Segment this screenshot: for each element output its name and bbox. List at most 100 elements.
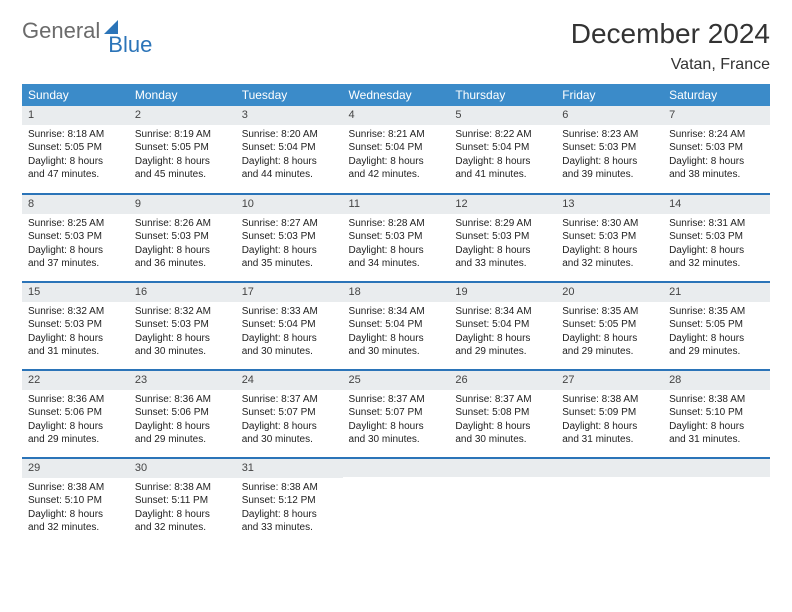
day-sunrise-line: Sunrise: 8:19 AM	[135, 128, 230, 142]
calendar-day-cell: 1Sunrise: 8:18 AMSunset: 5:05 PMDaylight…	[22, 106, 129, 194]
day-day1-line: Daylight: 8 hours	[242, 244, 337, 258]
day-body: Sunrise: 8:35 AMSunset: 5:05 PMDaylight:…	[556, 302, 663, 365]
day-day1-line: Daylight: 8 hours	[455, 244, 550, 258]
calendar-day-cell: 26Sunrise: 8:37 AMSunset: 5:08 PMDayligh…	[449, 370, 556, 458]
day-day1-line: Daylight: 8 hours	[669, 244, 764, 258]
day-sunrise-line: Sunrise: 8:37 AM	[242, 393, 337, 407]
calendar-day-cell: 24Sunrise: 8:37 AMSunset: 5:07 PMDayligh…	[236, 370, 343, 458]
day-day2-line: and 33 minutes.	[242, 521, 337, 535]
day-number: 21	[663, 283, 770, 302]
day-day1-line: Daylight: 8 hours	[28, 244, 123, 258]
day-body: Sunrise: 8:30 AMSunset: 5:03 PMDaylight:…	[556, 214, 663, 277]
month-title: December 2024	[571, 18, 770, 50]
day-number: 7	[663, 106, 770, 125]
calendar-header-row: Sunday Monday Tuesday Wednesday Thursday…	[22, 84, 770, 106]
page-header: General Blue December 2024 Vatan, France	[22, 18, 770, 74]
calendar-day-cell: 14Sunrise: 8:31 AMSunset: 5:03 PMDayligh…	[663, 194, 770, 282]
logo: General Blue	[22, 18, 152, 44]
day-sunrise-line: Sunrise: 8:31 AM	[669, 217, 764, 231]
day-day2-line: and 31 minutes.	[28, 345, 123, 359]
day-sunset-line: Sunset: 5:04 PM	[242, 141, 337, 155]
day-sunset-line: Sunset: 5:03 PM	[562, 141, 657, 155]
day-sunrise-line: Sunrise: 8:21 AM	[349, 128, 444, 142]
day-body: Sunrise: 8:36 AMSunset: 5:06 PMDaylight:…	[22, 390, 129, 453]
day-day2-line: and 32 minutes.	[135, 521, 230, 535]
day-sunrise-line: Sunrise: 8:25 AM	[28, 217, 123, 231]
calendar-day-cell: 10Sunrise: 8:27 AMSunset: 5:03 PMDayligh…	[236, 194, 343, 282]
day-number	[556, 459, 663, 477]
day-number: 9	[129, 195, 236, 214]
calendar-day-cell: 5Sunrise: 8:22 AMSunset: 5:04 PMDaylight…	[449, 106, 556, 194]
day-day2-line: and 35 minutes.	[242, 257, 337, 271]
day-day1-line: Daylight: 8 hours	[135, 508, 230, 522]
day-day2-line: and 42 minutes.	[349, 168, 444, 182]
day-day2-line: and 37 minutes.	[28, 257, 123, 271]
day-day2-line: and 30 minutes.	[242, 433, 337, 447]
day-sunset-line: Sunset: 5:03 PM	[349, 230, 444, 244]
day-sunset-line: Sunset: 5:08 PM	[455, 406, 550, 420]
day-sunrise-line: Sunrise: 8:38 AM	[135, 481, 230, 495]
day-body: Sunrise: 8:34 AMSunset: 5:04 PMDaylight:…	[343, 302, 450, 365]
day-number	[343, 459, 450, 477]
day-number: 24	[236, 371, 343, 390]
day-sunset-line: Sunset: 5:03 PM	[28, 318, 123, 332]
day-body: Sunrise: 8:22 AMSunset: 5:04 PMDaylight:…	[449, 125, 556, 188]
day-day1-line: Daylight: 8 hours	[349, 155, 444, 169]
day-number: 27	[556, 371, 663, 390]
day-body: Sunrise: 8:27 AMSunset: 5:03 PMDaylight:…	[236, 214, 343, 277]
day-sunrise-line: Sunrise: 8:38 AM	[669, 393, 764, 407]
day-day1-line: Daylight: 8 hours	[562, 332, 657, 346]
day-day1-line: Daylight: 8 hours	[28, 332, 123, 346]
day-body: Sunrise: 8:24 AMSunset: 5:03 PMDaylight:…	[663, 125, 770, 188]
day-day2-line: and 41 minutes.	[455, 168, 550, 182]
day-sunset-line: Sunset: 5:03 PM	[135, 230, 230, 244]
day-day1-line: Daylight: 8 hours	[669, 420, 764, 434]
day-day2-line: and 34 minutes.	[349, 257, 444, 271]
calendar-day-cell: 28Sunrise: 8:38 AMSunset: 5:10 PMDayligh…	[663, 370, 770, 458]
logo-text-part1: General	[22, 18, 100, 44]
day-day1-line: Daylight: 8 hours	[28, 420, 123, 434]
day-sunrise-line: Sunrise: 8:37 AM	[349, 393, 444, 407]
day-sunset-line: Sunset: 5:03 PM	[669, 230, 764, 244]
day-number: 2	[129, 106, 236, 125]
day-number: 18	[343, 283, 450, 302]
day-number: 26	[449, 371, 556, 390]
day-sunset-line: Sunset: 5:12 PM	[242, 494, 337, 508]
calendar-day-cell: 2Sunrise: 8:19 AMSunset: 5:05 PMDaylight…	[129, 106, 236, 194]
day-day2-line: and 29 minutes.	[135, 433, 230, 447]
calendar-day-cell: 22Sunrise: 8:36 AMSunset: 5:06 PMDayligh…	[22, 370, 129, 458]
calendar-week-row: 29Sunrise: 8:38 AMSunset: 5:10 PMDayligh…	[22, 458, 770, 546]
day-day2-line: and 30 minutes.	[349, 433, 444, 447]
calendar-day-cell: 12Sunrise: 8:29 AMSunset: 5:03 PMDayligh…	[449, 194, 556, 282]
calendar-table: Sunday Monday Tuesday Wednesday Thursday…	[22, 84, 770, 546]
calendar-day-cell	[556, 458, 663, 546]
calendar-day-cell: 17Sunrise: 8:33 AMSunset: 5:04 PMDayligh…	[236, 282, 343, 370]
calendar-day-cell: 20Sunrise: 8:35 AMSunset: 5:05 PMDayligh…	[556, 282, 663, 370]
day-number: 16	[129, 283, 236, 302]
day-day1-line: Daylight: 8 hours	[669, 155, 764, 169]
day-body: Sunrise: 8:38 AMSunset: 5:12 PMDaylight:…	[236, 478, 343, 541]
calendar-day-cell: 16Sunrise: 8:32 AMSunset: 5:03 PMDayligh…	[129, 282, 236, 370]
day-body: Sunrise: 8:23 AMSunset: 5:03 PMDaylight:…	[556, 125, 663, 188]
day-number: 15	[22, 283, 129, 302]
day-day1-line: Daylight: 8 hours	[242, 420, 337, 434]
day-day2-line: and 31 minutes.	[669, 433, 764, 447]
calendar-day-cell: 3Sunrise: 8:20 AMSunset: 5:04 PMDaylight…	[236, 106, 343, 194]
calendar-week-row: 15Sunrise: 8:32 AMSunset: 5:03 PMDayligh…	[22, 282, 770, 370]
day-day1-line: Daylight: 8 hours	[135, 155, 230, 169]
day-number: 22	[22, 371, 129, 390]
calendar-day-cell: 19Sunrise: 8:34 AMSunset: 5:04 PMDayligh…	[449, 282, 556, 370]
day-sunset-line: Sunset: 5:03 PM	[28, 230, 123, 244]
calendar-day-cell: 31Sunrise: 8:38 AMSunset: 5:12 PMDayligh…	[236, 458, 343, 546]
day-sunrise-line: Sunrise: 8:18 AM	[28, 128, 123, 142]
day-sunrise-line: Sunrise: 8:30 AM	[562, 217, 657, 231]
day-day2-line: and 45 minutes.	[135, 168, 230, 182]
day-number: 1	[22, 106, 129, 125]
day-sunset-line: Sunset: 5:07 PM	[349, 406, 444, 420]
day-sunrise-line: Sunrise: 8:37 AM	[455, 393, 550, 407]
day-day2-line: and 31 minutes.	[562, 433, 657, 447]
col-header: Sunday	[22, 84, 129, 106]
day-body: Sunrise: 8:33 AMSunset: 5:04 PMDaylight:…	[236, 302, 343, 365]
day-sunrise-line: Sunrise: 8:20 AM	[242, 128, 337, 142]
calendar-day-cell: 8Sunrise: 8:25 AMSunset: 5:03 PMDaylight…	[22, 194, 129, 282]
